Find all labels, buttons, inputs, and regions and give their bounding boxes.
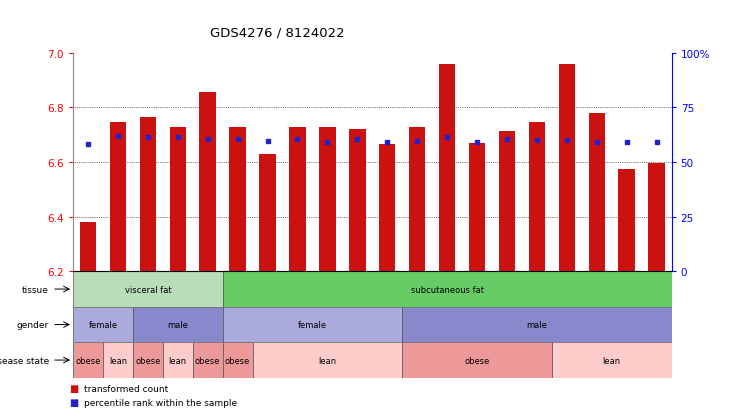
Text: male: male (167, 320, 188, 329)
Bar (223, 272, 672, 307)
Text: obese: obese (464, 356, 490, 365)
Text: lean: lean (169, 356, 187, 365)
Text: tissue: tissue (22, 285, 49, 294)
Bar (558, 64, 575, 272)
Bar (133, 307, 223, 342)
Text: lean: lean (318, 356, 337, 365)
Text: obese: obese (75, 356, 101, 365)
Bar (253, 342, 402, 378)
Text: subcutaneous fat: subcutaneous fat (411, 285, 484, 294)
Bar (402, 342, 552, 378)
Bar (103, 342, 133, 378)
Bar (289, 127, 306, 272)
Bar (80, 223, 96, 272)
Text: disease state: disease state (0, 356, 49, 365)
Bar (73, 272, 223, 307)
Bar (499, 131, 515, 272)
Bar (379, 145, 396, 272)
Bar (169, 127, 186, 272)
Bar (199, 93, 216, 272)
Bar (110, 123, 126, 272)
Bar (133, 342, 163, 378)
Text: obese: obese (135, 356, 161, 365)
Bar (409, 127, 426, 272)
Text: female: female (88, 320, 118, 329)
Bar (529, 123, 545, 272)
Bar (223, 307, 402, 342)
Text: lean: lean (109, 356, 127, 365)
Bar (73, 307, 133, 342)
Text: obese: obese (225, 356, 250, 365)
Bar (552, 342, 672, 378)
Text: percentile rank within the sample: percentile rank within the sample (84, 398, 237, 407)
Bar (193, 342, 223, 378)
Bar (439, 64, 456, 272)
Bar (163, 342, 193, 378)
Bar (588, 114, 605, 272)
Text: ■: ■ (69, 397, 79, 407)
Text: visceral fat: visceral fat (125, 285, 171, 294)
Text: male: male (526, 320, 548, 329)
Text: female: female (298, 320, 327, 329)
Bar (349, 130, 366, 272)
Text: gender: gender (17, 320, 49, 329)
Text: GDS4276 / 8124022: GDS4276 / 8124022 (210, 27, 345, 40)
Bar (73, 342, 103, 378)
Bar (319, 127, 336, 272)
Bar (402, 307, 672, 342)
Text: lean: lean (603, 356, 620, 365)
Bar (648, 164, 665, 272)
Bar (618, 169, 635, 272)
Bar (223, 342, 253, 378)
Text: ■: ■ (69, 383, 79, 393)
Bar (259, 154, 276, 272)
Text: transformed count: transformed count (84, 384, 168, 393)
Bar (139, 118, 156, 272)
Text: obese: obese (195, 356, 220, 365)
Bar (469, 144, 485, 272)
Bar (229, 127, 246, 272)
